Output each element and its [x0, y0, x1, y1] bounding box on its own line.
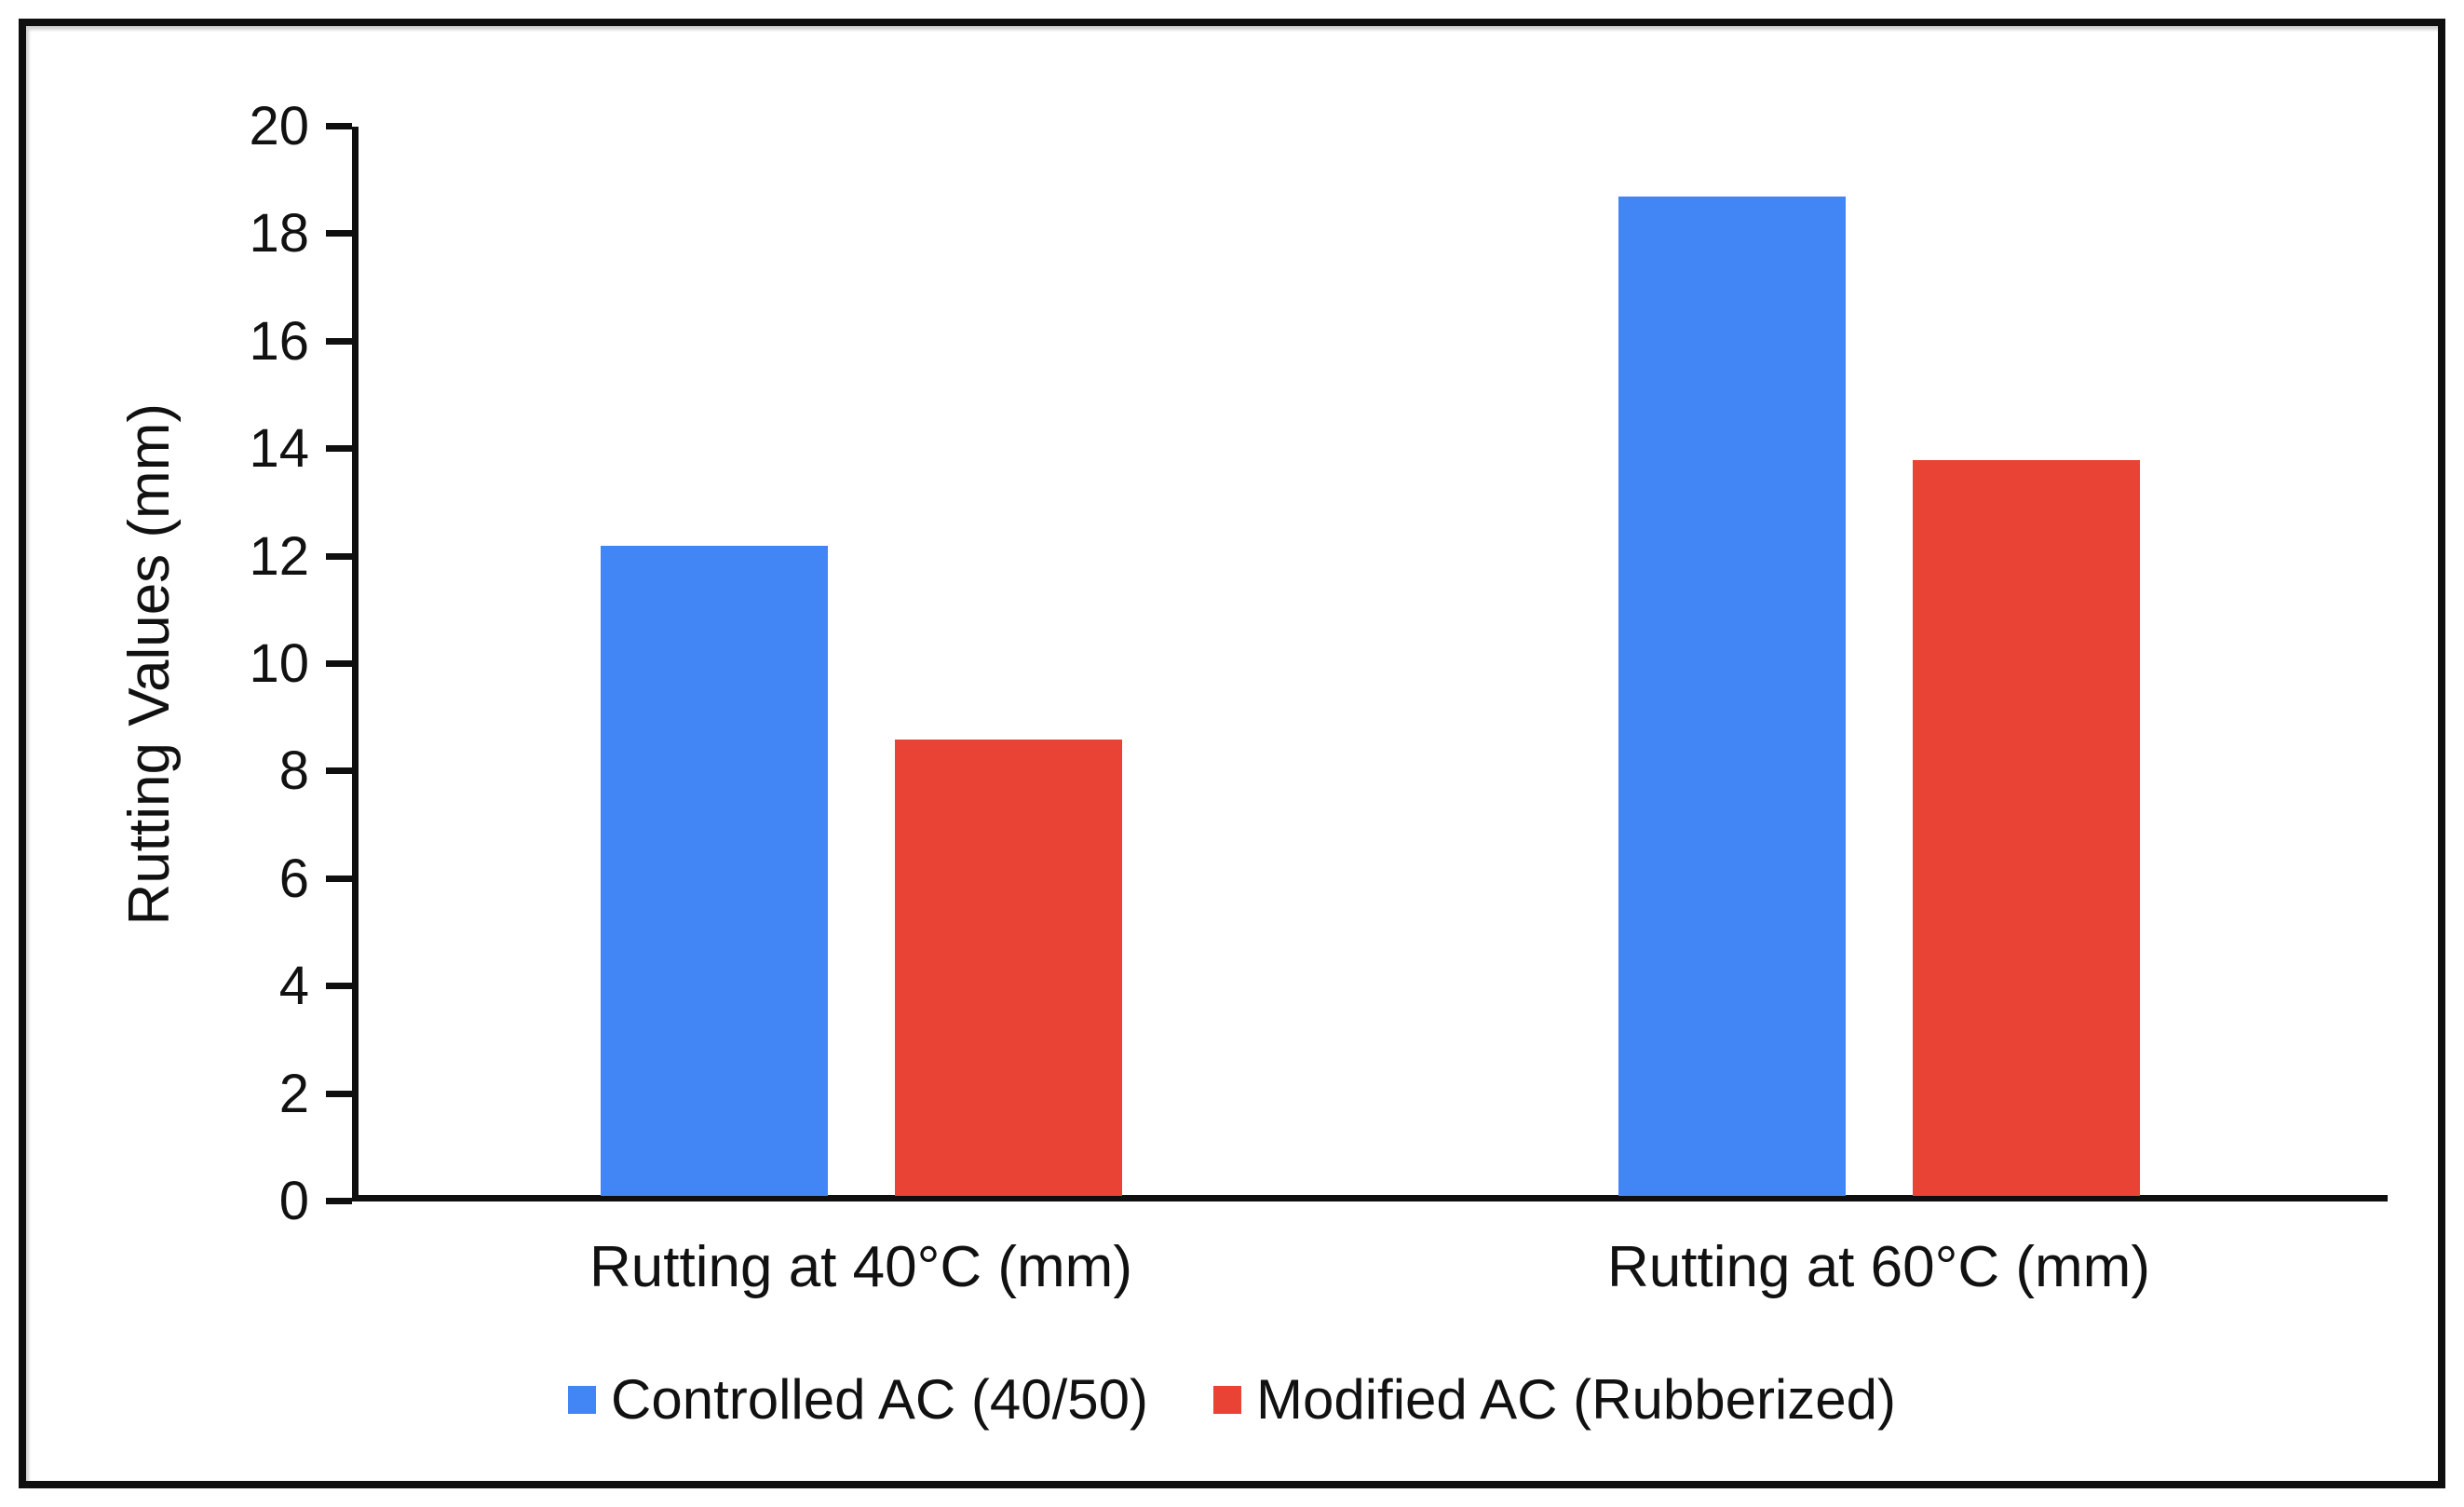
y-tick-label: 6: [278, 848, 309, 909]
y-tick-mark: [326, 875, 352, 882]
y-tick-label: 4: [278, 956, 309, 1017]
y-tick-mark: [326, 983, 352, 990]
y-tick-mark: [326, 337, 352, 345]
y-tick-mark: [326, 552, 352, 560]
y-tick-label: 10: [249, 633, 309, 694]
legend-label-modified-ac-rubberized: Modified AC (Rubberized): [1256, 1368, 1896, 1431]
y-tick-mark: [326, 767, 352, 775]
y-tick-mark: [326, 230, 352, 238]
y-tick-mark: [326, 445, 352, 453]
y-tick-mark: [326, 123, 352, 129]
bar-controlled-ac-40-50-rutting-at-40-c-mm: [600, 546, 828, 1196]
y-tick-mark: [326, 660, 352, 667]
chart-legend: Controlled AC (40/50) Modified AC (Rubber…: [26, 1369, 2438, 1431]
y-tick-label: 18: [249, 203, 309, 265]
legend-item-controlled-ac-40-50: Controlled AC (40/50): [568, 1369, 1148, 1431]
x-axis-line: [352, 1195, 2388, 1202]
y-axis-title: Rutting Values (mm): [116, 402, 182, 926]
legend-label-controlled-ac-40-50: Controlled AC (40/50): [611, 1368, 1148, 1431]
y-tick-label: 0: [278, 1171, 309, 1231]
y-tick-label: 2: [278, 1063, 309, 1124]
y-axis-title-wrap: Rutting Values (mm): [112, 127, 186, 1202]
plot-area: 0 2 4 6 8 10 12 14 16 18 20 Rutting at 40°C (mm) Rut…: [249, 97, 2388, 1298]
y-tick-label: 20: [249, 96, 309, 156]
legend-swatch-modified-ac-rubberized: [1213, 1386, 1241, 1414]
y-tick-mark: [326, 1198, 352, 1204]
chart-frame: Rutting Values (mm) 0 2 4 6 8 10 12 14 16 18 20 Rut…: [19, 19, 2445, 1488]
y-tick-label: 14: [249, 418, 309, 480]
y-axis-line: [352, 127, 359, 1202]
bar-controlled-ac-40-50-rutting-at-60-c-mm: [1618, 197, 1846, 1196]
bar-modified-ac-rubberized-rutting-at-60-c-mm: [1912, 460, 2140, 1196]
legend-swatch-controlled-ac-40-50: [568, 1386, 597, 1414]
y-tick-label: 16: [249, 310, 309, 372]
y-tick-label: 12: [249, 525, 309, 587]
legend-item-modified-ac-rubberized: Modified AC (Rubberized): [1213, 1369, 1896, 1431]
x-category-label-rutting-at-60-c-mm: Rutting at 60°C (mm): [1607, 1235, 2150, 1299]
y-tick-mark: [326, 1090, 352, 1097]
y-tick-label: 8: [278, 740, 309, 802]
x-category-label-rutting-at-40-c-mm: Rutting at 40°C (mm): [589, 1235, 1132, 1299]
bar-modified-ac-rubberized-rutting-at-40-c-mm: [894, 740, 1122, 1196]
